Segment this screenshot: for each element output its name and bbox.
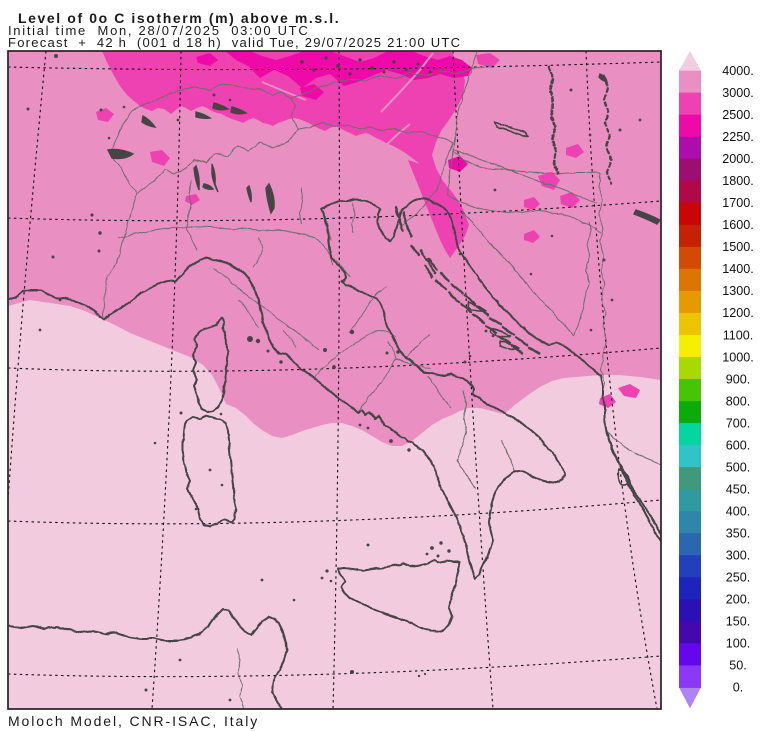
svg-text:Initial time Mon, 28/07/2025: Initial time Mon, 28/07/2025 03:00 UTC: [8, 23, 309, 38]
svg-text:400.: 400.: [726, 505, 751, 519]
svg-text:4000.: 4000.: [722, 64, 754, 78]
svg-text:1800.: 1800.: [722, 174, 754, 188]
svg-text:600.: 600.: [726, 438, 751, 452]
svg-text:700.: 700.: [726, 416, 751, 430]
svg-text:1000.: 1000.: [722, 350, 754, 364]
svg-text:1500.: 1500.: [722, 240, 754, 254]
svg-text:2000.: 2000.: [722, 152, 754, 166]
svg-text:0.: 0.: [733, 681, 744, 695]
svg-text:450.: 450.: [726, 483, 751, 497]
svg-text:300.: 300.: [726, 549, 751, 563]
svg-text:1200.: 1200.: [722, 306, 754, 320]
svg-text:3000.: 3000.: [722, 86, 754, 100]
svg-text:150.: 150.: [726, 615, 751, 629]
svg-text:2250.: 2250.: [722, 130, 754, 144]
svg-text:250.: 250.: [726, 571, 751, 585]
svg-text:500.: 500.: [726, 460, 751, 474]
svg-text:1600.: 1600.: [722, 218, 754, 232]
svg-text:Forecast + 42 h (001 d 18 h: Forecast + 42 h (001 d 18 h) valid Tue, …: [8, 35, 461, 50]
svg-text:1400.: 1400.: [722, 262, 754, 276]
svg-text:Level of 0o C isotherm (m) abo: Level of 0o C isotherm (m) above m.s.l.: [18, 10, 340, 26]
svg-text:100.: 100.: [726, 637, 751, 651]
svg-text:350.: 350.: [726, 527, 751, 541]
svg-text:1300.: 1300.: [722, 284, 754, 298]
svg-text:2500.: 2500.: [722, 108, 754, 122]
svg-text:900.: 900.: [726, 372, 751, 386]
svg-text:Moloch Model, CNR-ISAC, Italy: Moloch Model, CNR-ISAC, Italy: [8, 713, 259, 729]
svg-text:800.: 800.: [726, 394, 751, 408]
svg-text:1700.: 1700.: [722, 196, 754, 210]
svg-text:50.: 50.: [729, 659, 747, 673]
svg-text:200.: 200.: [726, 593, 751, 607]
svg-text:1100.: 1100.: [723, 328, 754, 342]
